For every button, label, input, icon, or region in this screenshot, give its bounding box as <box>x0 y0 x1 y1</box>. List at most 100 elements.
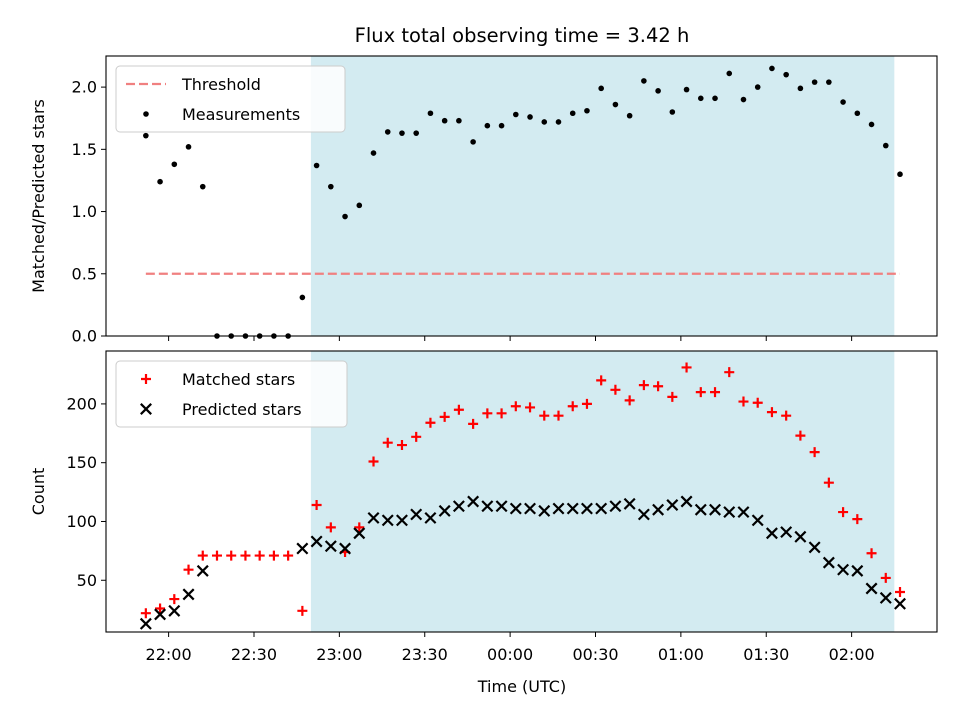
data-point <box>596 375 607 386</box>
data-point <box>481 500 494 513</box>
y-tick-label: 1.5 <box>72 140 97 159</box>
x-tick-label: 02:00 <box>829 645 875 664</box>
legend-box <box>115 65 346 133</box>
bottom-panel-counts: 50 100 150 200 22:00 22:30 23:00 23:30 00:00 00:3… <box>29 350 938 664</box>
data-point <box>838 507 849 518</box>
data-point <box>171 161 178 168</box>
data-point <box>399 130 405 136</box>
data-point <box>894 597 906 610</box>
data-point <box>751 514 764 527</box>
data-point <box>655 88 661 94</box>
data-point <box>811 79 818 85</box>
data-point <box>766 407 777 418</box>
data-point <box>324 540 337 553</box>
data-point <box>580 502 593 515</box>
data-point <box>895 587 906 598</box>
data-point <box>555 119 562 125</box>
data-point <box>368 456 379 467</box>
data-point <box>710 387 721 398</box>
data-point <box>310 535 323 548</box>
data-point <box>527 114 533 120</box>
observing-window-span <box>310 351 895 632</box>
data-point <box>822 556 835 569</box>
data-point <box>453 404 464 415</box>
data-point <box>624 395 635 406</box>
data-point <box>297 605 308 616</box>
data-point <box>495 500 508 513</box>
data-point <box>752 397 763 408</box>
data-point <box>509 502 522 515</box>
data-point <box>765 527 778 540</box>
legend: Threshold Measurements <box>115 65 346 133</box>
series-predicted-stars <box>139 495 906 630</box>
legend-label: Threshold <box>181 75 261 94</box>
data-point <box>851 564 864 577</box>
data-point <box>709 503 721 516</box>
data-point <box>826 79 832 85</box>
data-point <box>854 110 861 117</box>
data-point <box>342 213 348 220</box>
data-point <box>226 550 237 561</box>
data-point <box>808 541 821 554</box>
data-point <box>681 362 692 373</box>
data-point <box>541 119 548 125</box>
data-point <box>680 495 693 508</box>
data-point <box>723 506 736 519</box>
data-point <box>185 144 192 150</box>
data-point <box>268 550 279 561</box>
data-point <box>525 402 536 413</box>
data-point <box>880 572 891 583</box>
data-point <box>566 502 579 515</box>
data-point <box>737 506 750 519</box>
data-point <box>669 109 676 115</box>
x-tick-label: 23:30 <box>402 645 448 664</box>
data-point <box>595 502 608 515</box>
y-tick-label: 2.0 <box>72 78 97 97</box>
data-point <box>155 603 166 614</box>
data-point <box>169 594 180 605</box>
data-point <box>140 608 151 619</box>
data-point <box>683 86 690 93</box>
data-point <box>641 78 647 84</box>
data-point <box>697 95 704 102</box>
data-point <box>724 367 735 378</box>
data-point <box>482 408 493 419</box>
data-point <box>439 411 450 422</box>
data-point <box>840 99 846 105</box>
data-point <box>296 542 309 555</box>
x-tick-label: 22:00 <box>146 645 192 664</box>
legend-item: Predicted stars <box>140 400 302 419</box>
y-tick-label: 100 <box>66 512 97 531</box>
data-point <box>538 504 551 517</box>
axes-frame <box>105 350 938 633</box>
legend-swatch <box>143 111 149 117</box>
series-matched-stars <box>140 362 906 619</box>
data-point <box>425 417 436 428</box>
data-point <box>695 387 706 398</box>
data-point <box>626 112 633 119</box>
data-point <box>413 130 420 136</box>
data-point <box>199 183 206 190</box>
x-tick-label: 00:30 <box>572 645 618 664</box>
legend-item: Measurements <box>143 105 300 124</box>
data-point <box>781 410 792 421</box>
data-point <box>382 437 393 448</box>
data-point <box>552 502 565 515</box>
legend-swatch <box>141 374 151 384</box>
y-tick-label: 0.5 <box>72 264 97 283</box>
data-point <box>567 401 578 412</box>
y-axis-label: Matched/Predicted stars <box>29 99 48 293</box>
data-point <box>865 582 878 595</box>
data-point <box>353 527 366 540</box>
data-point <box>411 431 422 442</box>
y-tick-label: 50 <box>77 571 97 590</box>
data-point <box>328 183 334 190</box>
data-point <box>638 380 649 391</box>
data-point <box>584 107 590 114</box>
data-point <box>623 497 636 510</box>
data-point <box>795 430 806 441</box>
x-tick-label: 01:30 <box>743 645 789 664</box>
y-tick-label: 150 <box>66 453 97 472</box>
data-point <box>143 132 149 139</box>
